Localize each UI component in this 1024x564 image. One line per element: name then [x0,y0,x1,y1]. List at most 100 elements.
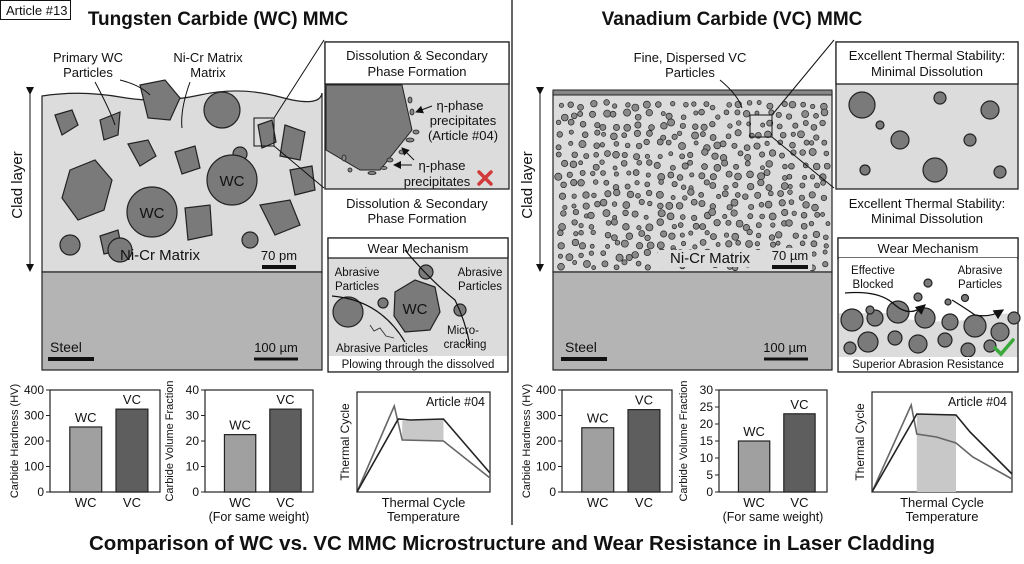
vc-particle [725,133,732,140]
abrasive-label: Particles [458,281,502,293]
thermal-stability-inset: Excellent Thermal Stability: Minimal Dis… [835,41,1019,190]
shaded-region [916,414,956,492]
vc-particle [691,131,699,140]
vc-particle [735,192,741,198]
vc-particle [700,131,706,137]
vc-particle [568,129,574,135]
x-tick-label: VC [123,495,141,510]
vc-particle [593,142,600,149]
y-tick-label: 25 [700,400,714,414]
vc-particle [742,193,749,200]
vc-particle [690,198,698,206]
vc-particle [797,130,805,139]
inset-title: Phase Formation [368,64,467,79]
vc-particle [698,192,704,198]
vc-particle [567,101,574,108]
vc-particle [631,210,639,218]
y-axis-label: Carbide Hardness (HV) [9,384,21,498]
vc-particle [677,130,683,136]
annotation: Article #04 [426,395,485,409]
vc-particle [566,171,573,178]
vc-particle [680,184,687,190]
vc-particle [687,159,693,166]
vc-particle [679,232,685,238]
vc-particle [590,170,596,177]
vc-particle [610,132,618,141]
vc-particle [766,102,774,110]
vc-particle [657,202,664,210]
vc-particle [809,174,816,180]
vc-particle [622,223,630,231]
vc-particle [802,120,809,126]
vc-particle [578,140,587,148]
vc-particle [787,184,793,189]
vc-particle [567,118,575,126]
vc-particle [666,212,675,221]
vc-particle [753,142,761,150]
vc-particle [691,214,698,221]
vc-particle [747,213,754,220]
vc-particle [645,223,654,232]
x-axis-label: Thermal Cycle [900,495,984,510]
leader-line [119,79,151,96]
vc-particle [620,239,629,248]
vc-particle [708,208,717,217]
vc-particle [760,165,765,171]
vc-particle [643,248,651,257]
vc-particle [680,214,686,220]
vc-particle [823,234,829,241]
vc-particle [571,238,580,247]
vc-particle [688,230,694,236]
vc-particle [572,260,578,265]
vc-particle [646,159,653,166]
vc-particle [713,141,722,150]
vc-particle [698,108,705,116]
vc-particle [808,220,815,227]
wc-particle [241,231,259,249]
scale-label-steel: 100 µm [254,340,298,355]
vc-particle [820,180,826,186]
vc-particle [557,253,563,259]
vc-particle [572,209,580,216]
vc-particle [731,142,738,149]
wc-particle [127,139,157,167]
y-tick-label: 100 [24,460,44,474]
wc-particle [139,79,181,121]
scale-label-clad: 70 pm [261,248,297,263]
zoom-line [273,39,325,119]
vc-particle [759,213,765,220]
vc-particle [631,251,639,259]
vc-particle [768,212,777,221]
label-backdrop [658,250,762,267]
bar-vc [269,408,302,493]
vc-particle [621,151,628,158]
vc-particle [593,152,599,158]
label-backdrop [768,248,812,270]
vc-particle [723,109,730,116]
wear-title: Wear Mechanism [878,241,979,256]
data-label: WC [743,424,765,439]
y-tick-label: 400 [536,383,556,397]
vc-particle [785,219,793,227]
vc-particle [636,225,642,231]
x-tick-label: WC [75,495,97,510]
vc-particle [709,104,716,111]
vc-particle [594,200,601,208]
vc-particle [646,130,653,137]
wc-particle [174,145,201,175]
scale-label-steel: 100 µm [763,340,807,355]
vc-particle [755,222,762,229]
vc-particle [736,120,742,126]
vc-particle [587,211,595,220]
vc-particle [679,153,686,160]
vc-particle [645,109,653,117]
zoom-line [771,39,835,116]
vc-steel-substrate [552,271,833,371]
vc-particle [709,182,717,189]
vc-particle [634,180,640,186]
wc-grain [325,84,413,171]
vc-particle [709,203,716,210]
vc-particle [756,100,762,105]
vc-particle [635,142,643,150]
vc-particle [571,203,577,209]
